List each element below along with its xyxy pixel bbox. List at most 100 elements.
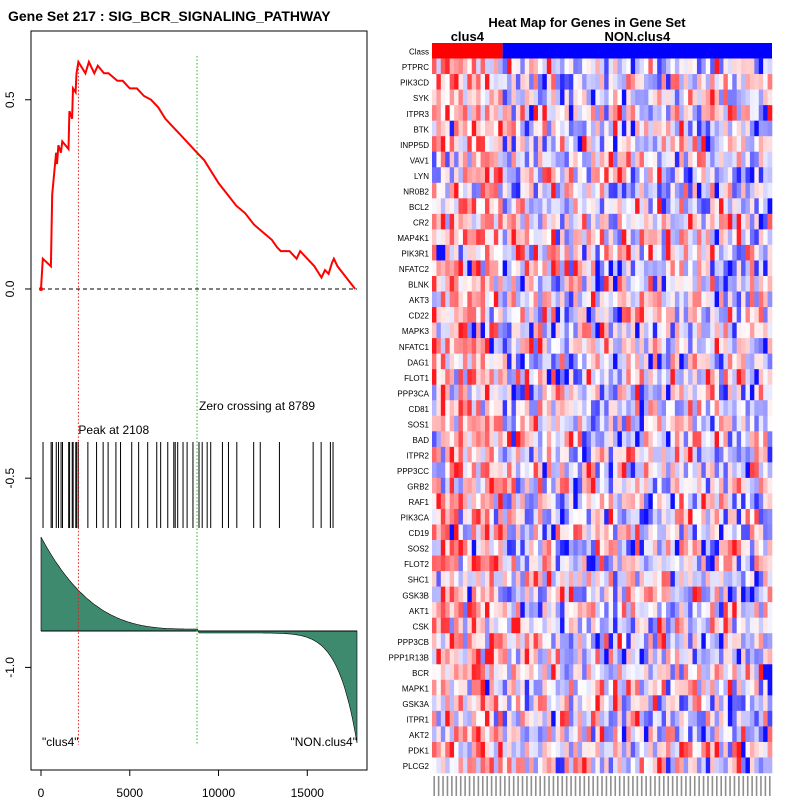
heatmap-cell: [670, 462, 676, 479]
heatmap-cell: [719, 431, 724, 448]
heatmap-cell: [458, 353, 464, 370]
heatmap-cell: [595, 617, 601, 634]
ranked-metric-area: [40, 536, 358, 744]
heatmap-cell: [657, 757, 662, 774]
heatmap-cell: [573, 338, 579, 354]
heatmap-cell: [705, 151, 711, 168]
heatmap-cell: [714, 182, 720, 199]
heatmap-cell: [445, 695, 450, 712]
heatmap-cell: [533, 586, 539, 603]
heatmap-cell: [714, 291, 720, 308]
heatmap-cell: [727, 633, 733, 650]
heatmap-cell: [692, 726, 698, 743]
heatmap-cell: [440, 446, 446, 463]
heatmap-cell: [758, 74, 764, 90]
heatmap-cell: [727, 617, 733, 634]
heatmap-cell: [705, 89, 711, 106]
heatmap-cell: [445, 617, 450, 634]
heatmap-cell: [493, 415, 499, 432]
heatmap-cell: [692, 260, 698, 277]
heatmap-cell: [502, 260, 508, 277]
heatmap-cell: [679, 493, 684, 510]
heatmap-cell: [582, 213, 587, 230]
heatmap-cell: [745, 664, 751, 681]
heatmap-cell: [652, 648, 658, 665]
heatmap-cell: [719, 633, 724, 650]
heatmap-cell: [511, 571, 517, 587]
heatmap-cell: [630, 105, 636, 121]
heatmap-cell: [568, 151, 574, 168]
heatmap-cell: [449, 462, 455, 479]
heatmap-cell: [476, 493, 481, 510]
heatmap-cell: [736, 338, 742, 354]
heatmap-cell: [493, 244, 499, 261]
heatmap-cell: [604, 571, 609, 587]
heatmap-cell: [546, 757, 552, 774]
heatmap-cell: [498, 167, 503, 184]
heatmap-cell: [758, 415, 764, 432]
heatmap-cell: [626, 213, 632, 230]
heatmap-cell: [498, 633, 503, 650]
heatmap-cell: [741, 524, 746, 541]
heatmap-cell: [564, 524, 570, 541]
heatmap-cell: [608, 648, 614, 665]
heatmap-cell: [723, 307, 729, 323]
heatmap-cell: [670, 757, 676, 774]
heatmap-cell: [613, 89, 618, 106]
heatmap-cell: [763, 384, 768, 401]
heatmap-cell: [533, 477, 539, 494]
heatmap-cell: [568, 291, 574, 308]
sample-label-mark: [468, 776, 471, 796]
heatmap-cell: [741, 477, 746, 494]
heatmap-cell: [643, 151, 649, 168]
heatmap-cell: [701, 571, 707, 587]
heatmap-cell: [498, 136, 503, 153]
heatmap-cell: [533, 415, 539, 432]
heatmap-cell: [639, 431, 645, 448]
heatmap-cell: [449, 757, 455, 774]
heatmap-cell: [639, 338, 645, 354]
heatmap-cell: [564, 120, 570, 137]
heatmap-cell: [507, 338, 512, 354]
heatmap-cell: [604, 182, 609, 199]
heatmap-cell: [670, 586, 676, 603]
heatmap-cell: [749, 695, 755, 712]
heatmap-cell: [595, 477, 601, 494]
heatmap-cell: [577, 664, 583, 681]
heatmap-cell: [657, 726, 662, 743]
heatmap-cell: [542, 431, 548, 448]
heatmap-cell: [736, 322, 742, 339]
heatmap-cell: [498, 695, 503, 712]
heatmap-cell: [732, 477, 737, 494]
heatmap-cell: [705, 105, 711, 121]
heatmap-cell: [511, 307, 517, 323]
heatmap-cell: [502, 275, 508, 292]
sample-label-mark: [530, 776, 533, 796]
heatmap-cell: [480, 369, 486, 385]
heatmap-cell: [719, 384, 724, 401]
heatmap-cell: [657, 741, 662, 758]
heatmap-cell: [467, 58, 473, 75]
heatmap-cell: [590, 679, 596, 696]
heatmap-cell: [436, 384, 442, 401]
heatmap-cell: [480, 105, 486, 121]
heatmap-cell: [432, 151, 437, 168]
heatmap-cell: [524, 58, 530, 75]
heatmap-cell: [617, 167, 623, 184]
heatmap-cell: [599, 213, 605, 230]
heatmap-cell: [449, 89, 455, 106]
heatmap-cell: [763, 477, 768, 494]
heatmap-cell: [763, 602, 768, 618]
heatmap-cell: [670, 89, 676, 106]
heatmap-cell: [679, 89, 684, 106]
sample-label-mark: [583, 776, 586, 796]
heatmap-cell: [498, 664, 503, 681]
heatmap-cell: [577, 648, 583, 665]
heatmap-cell: [471, 338, 477, 354]
heatmap-cell: [560, 602, 565, 618]
heatmap-cell: [652, 260, 658, 277]
heatmap-cell: [520, 757, 526, 774]
heatmap-cell: [723, 353, 729, 370]
heatmap-cell: [688, 757, 693, 774]
heatmap-cell: [727, 602, 733, 618]
